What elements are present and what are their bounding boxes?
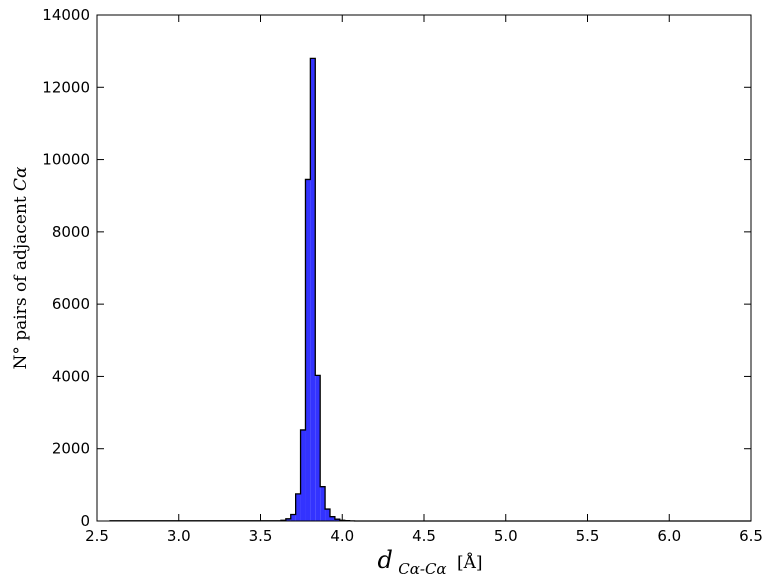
histogram-bar [295,493,301,521]
y-tick-label: 10000 [42,151,90,169]
x-tick-label: 3.5 [249,527,273,545]
x-tick-labels: 2.5 3.0 3.5 4.0 4.5 5.0 5.5 6.0 6.5 [85,527,763,545]
y-axis-label: N° pairs of adjacent Cα [11,166,31,370]
y-axis-label-text: N° pairs of adjacent [11,191,31,370]
histogram-bar [305,179,311,521]
histogram-bar [329,516,335,521]
axis-ticks [96,14,752,522]
y-tick-labels: 0 2000 4000 6000 8000 10000 12000 14000 [42,6,90,530]
y-tick-label: 6000 [52,295,90,313]
histogram-bar [320,486,326,521]
histogram-outline [109,57,751,522]
histogram-bar [334,519,340,521]
x-tick-label: 4.5 [412,527,436,545]
x-tick-label: 6.0 [657,527,681,545]
y-axis-symbol: Cα [11,166,31,191]
x-axis-symbol: d [377,546,392,574]
y-tick-label: 4000 [52,367,90,385]
x-tick-label: 4.0 [330,527,354,545]
y-tick-label: 12000 [42,78,90,96]
x-axis-label: d Cα-Cα [Å] [377,546,482,579]
plot-frame [96,14,752,522]
x-tick-label: 6.5 [739,527,763,545]
x-tick-label: 2.5 [85,527,109,545]
histogram-bars [109,57,751,522]
y-tick-label: 2000 [52,440,90,458]
histogram-bar [310,58,316,521]
x-axis-subscript: Cα-Cα [398,560,446,578]
x-tick-label: 5.0 [494,527,518,545]
y-tick-label: 0 [80,512,90,530]
y-tick-label: 14000 [42,6,90,24]
histogram-bar [325,509,330,521]
x-tick-label: 3.0 [167,527,191,545]
x-tick-label: 5.5 [576,527,600,545]
y-tick-label: 8000 [52,223,90,241]
histogram-bar [290,514,296,521]
histogram-bar [315,375,321,521]
x-axis-unit: [Å] [457,552,483,573]
histogram-bar [285,518,291,521]
histogram-bar [300,429,306,521]
